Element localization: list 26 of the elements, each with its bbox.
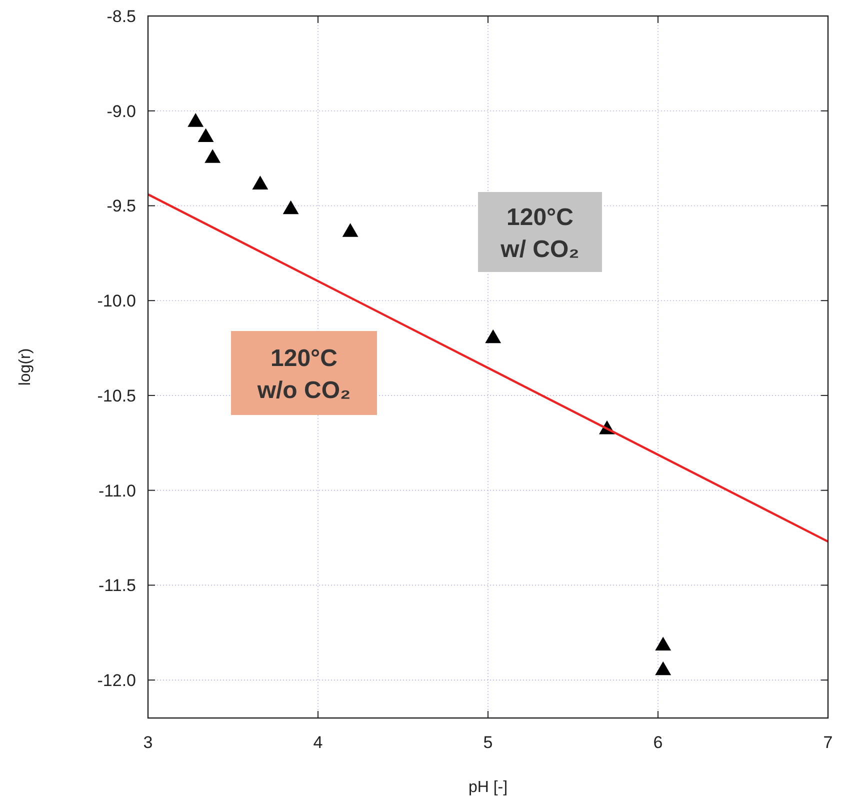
- y-axis-title: log(r): [17, 348, 34, 386]
- y-tick-label: -10.5: [97, 386, 136, 406]
- x-tick-label: 4: [313, 733, 323, 752]
- x-tick-label: 6: [653, 733, 663, 752]
- annotation: 120°C w/ CO₂: [500, 204, 580, 263]
- point: [252, 176, 268, 190]
- x-tick-label: 5: [483, 733, 493, 752]
- annotation: 120°C w/o CO₂: [256, 345, 351, 404]
- y-tick-label: -9.5: [106, 196, 136, 216]
- point: [188, 113, 204, 127]
- y-tick-label: -11.5: [98, 576, 136, 596]
- point: [342, 223, 358, 237]
- point: [655, 661, 672, 676]
- point: [198, 128, 214, 142]
- x-tick-label: 7: [823, 733, 833, 752]
- point: [204, 149, 221, 163]
- point: [282, 200, 299, 214]
- y-tick-label: -10.0: [97, 292, 136, 311]
- y-tick-label: -12.0: [97, 671, 136, 690]
- y-tick-label: -9.0: [106, 102, 136, 121]
- point: [485, 329, 502, 344]
- y-tick-label: -8.5: [106, 7, 136, 26]
- x-tick-label: 3: [143, 733, 153, 752]
- point: [655, 636, 672, 651]
- y-tick-label: -11.0: [98, 481, 136, 500]
- x-axis-title: pH [-]: [468, 779, 508, 796]
